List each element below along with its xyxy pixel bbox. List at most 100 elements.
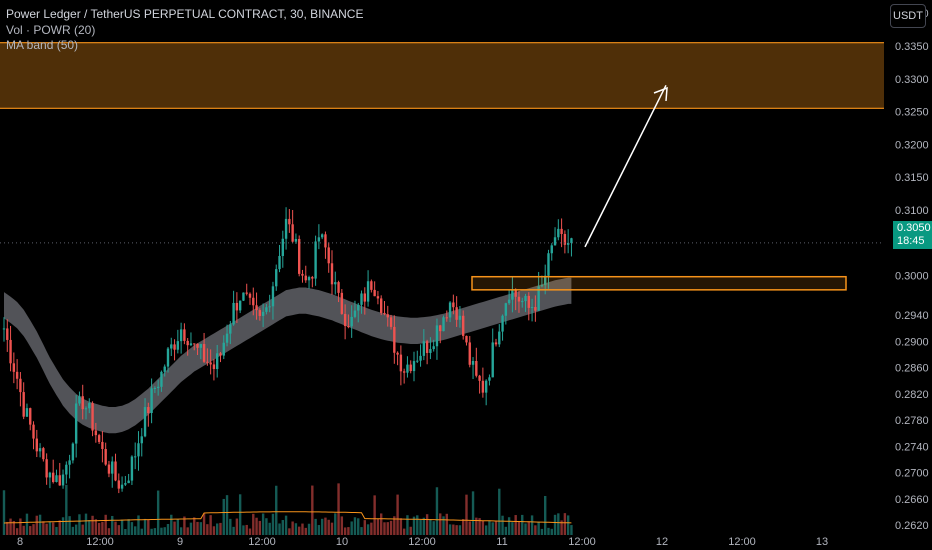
volume-bar — [186, 527, 189, 535]
volume-bar — [38, 514, 42, 535]
candle-body — [527, 295, 530, 308]
candle-body — [52, 472, 55, 483]
volume-bar — [343, 527, 347, 535]
candle-body — [186, 340, 189, 346]
candle-body — [265, 307, 268, 312]
candle-body — [111, 461, 114, 474]
price-tick-label: 0.3150 — [895, 172, 929, 184]
candle-body — [134, 456, 137, 458]
candle-body — [570, 238, 573, 243]
candle-body — [439, 325, 442, 332]
volume-bar — [107, 528, 111, 535]
volume-bar — [35, 515, 38, 535]
volume-bar — [537, 521, 540, 535]
candle-body — [143, 407, 147, 437]
volume-bar — [563, 513, 567, 535]
volume-bar — [294, 523, 298, 535]
volume-bar — [452, 524, 455, 535]
volume-bar — [406, 515, 409, 535]
candle-body — [544, 275, 547, 286]
volume-bar — [409, 526, 412, 535]
candle-body — [386, 314, 389, 318]
resistance-zone — [0, 42, 884, 109]
volume-bar — [373, 495, 376, 535]
candle-body — [130, 456, 134, 481]
volume-bar — [484, 525, 488, 535]
candle-body — [19, 378, 22, 393]
volume-bar — [439, 513, 442, 535]
volume-bar — [150, 528, 153, 535]
candle-body — [170, 344, 173, 349]
volume-bar — [475, 517, 478, 535]
volume-bar — [501, 515, 504, 535]
volume-bar — [189, 522, 193, 535]
volume-bar — [465, 494, 468, 535]
candle-body — [304, 275, 307, 281]
candle-body — [540, 285, 544, 287]
candle-body — [212, 364, 216, 370]
candle-body — [22, 392, 25, 417]
candle-body — [245, 292, 248, 294]
time-tick-label: 12:00 — [408, 536, 436, 548]
volume-bar — [163, 527, 166, 535]
candle-body — [84, 408, 88, 410]
legend-volume[interactable]: Vol · POWR (20) — [6, 22, 96, 37]
volume-bar — [376, 518, 380, 535]
candle-body — [357, 304, 360, 311]
candle-body — [501, 315, 504, 332]
volume-bar — [216, 523, 219, 535]
candle-body — [517, 296, 521, 302]
volume-bar — [380, 513, 383, 535]
candle-body — [2, 328, 6, 330]
volume-bar — [101, 521, 104, 535]
candle-body — [402, 371, 406, 373]
price-tick-label: 0.3100 — [895, 205, 929, 217]
candle-body — [478, 375, 481, 381]
time-tick-label: 13 — [816, 536, 828, 548]
volume-bar — [366, 524, 370, 535]
candle-body — [383, 312, 386, 315]
candle-body — [94, 430, 98, 436]
volume-bar — [317, 525, 321, 535]
volume-bar — [458, 525, 462, 535]
volume-bar — [206, 524, 209, 535]
volume-bar — [281, 520, 284, 535]
volume-bar — [176, 519, 180, 535]
volume-bar — [491, 522, 494, 535]
currency-button[interactable]: USDT — [890, 4, 926, 28]
price-tick-label: 0.3000 — [895, 271, 929, 283]
legend-title[interactable]: Power Ledger / TetherUS PERPETUAL CONTRA… — [6, 7, 364, 21]
candle-body — [12, 363, 16, 372]
candle-body — [396, 352, 399, 355]
volume-bar — [383, 522, 386, 535]
volume-bar — [488, 520, 491, 535]
candle-body — [301, 273, 304, 276]
candle-body — [393, 326, 396, 353]
price-tick-label: 0.2660 — [895, 494, 929, 506]
volume-ma-line — [3, 511, 572, 524]
candle-body — [471, 361, 475, 365]
volume-bar — [544, 495, 547, 535]
volume-bar — [261, 513, 265, 535]
volume-bar — [550, 528, 553, 535]
volume-bar — [212, 526, 216, 535]
candle-body — [498, 331, 501, 345]
volume-bar — [245, 524, 248, 535]
candle-body — [419, 355, 422, 361]
price-tick-label: 0.2700 — [895, 468, 929, 480]
volume-bar — [268, 522, 271, 535]
volume-bar — [130, 522, 134, 535]
volume-bar — [360, 527, 363, 535]
volume-bar — [301, 523, 304, 535]
candle-body — [242, 292, 245, 301]
volume-bar — [209, 515, 212, 535]
candle-body — [61, 474, 65, 486]
candle-body — [422, 341, 426, 356]
volume-bar — [199, 522, 202, 535]
volume-bar — [9, 518, 12, 535]
volume-bar — [547, 527, 550, 535]
candle-body — [448, 302, 452, 318]
legend-ma-band[interactable]: MA band (50) — [6, 38, 79, 52]
volume-bar — [448, 524, 452, 535]
